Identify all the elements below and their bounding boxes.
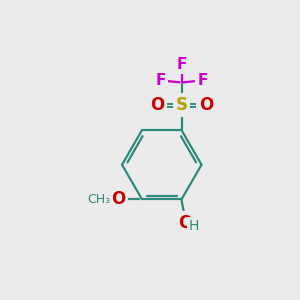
Text: F: F	[176, 56, 187, 71]
Text: H: H	[189, 219, 199, 232]
Text: F: F	[155, 73, 166, 88]
Text: O: O	[111, 190, 125, 208]
Text: O: O	[199, 96, 213, 114]
Text: O: O	[178, 214, 192, 232]
Text: S: S	[176, 96, 188, 114]
Text: CH₃: CH₃	[88, 193, 111, 206]
Text: O: O	[150, 96, 165, 114]
Text: F: F	[198, 73, 208, 88]
